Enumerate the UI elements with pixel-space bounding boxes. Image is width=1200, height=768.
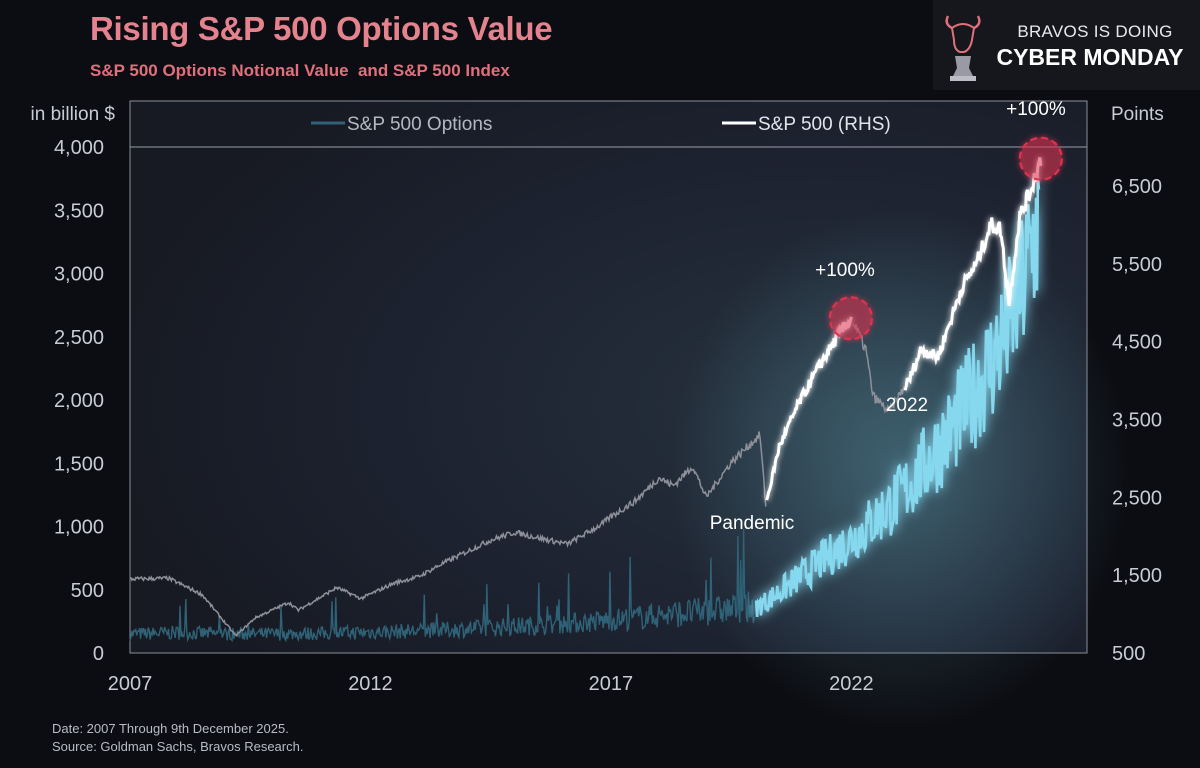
y-left-tick-label: 2,000 — [54, 390, 104, 412]
options-series-line-dim — [129, 528, 755, 643]
promo-banner[interactable] — [933, 0, 1200, 90]
chart-subtitle: S&P 500 Options Notional Value and S&P 5… — [90, 61, 510, 80]
legend: S&P 500 Options S&P 500 (RHS) — [311, 114, 891, 135]
y-left-tick-label: 3,000 — [54, 264, 104, 286]
y-left-tick-label: 500 — [71, 580, 104, 602]
chart-title: Rising S&P 500 Options Value — [90, 10, 553, 47]
y-right-tick-label: 6,500 — [1112, 176, 1162, 198]
footnote-source: Source: Goldman Sachs, Bravos Research. — [52, 739, 304, 754]
y-left-tick-label: 4,000 — [54, 137, 104, 159]
y-right-tick-label: 500 — [1112, 643, 1145, 665]
annotation-pandemic: Pandemic — [710, 513, 795, 534]
y-left-tick-label: 1,000 — [54, 517, 104, 539]
x-tick-label: 2017 — [589, 673, 634, 695]
y-left-tick-label: 3,500 — [54, 200, 104, 222]
x-tick-label: 2007 — [108, 673, 153, 695]
banner-top-text: BRAVOS IS DOING — [1017, 22, 1173, 41]
right-axis-label: Points — [1111, 104, 1164, 125]
y-left-tick-label: 0 — [93, 643, 104, 665]
y-left-tick-label: 2,500 — [54, 327, 104, 349]
y-right-tick-label: 3,500 — [1112, 409, 1162, 431]
options-series-line-bright — [754, 176, 1041, 617]
legend-options-label: S&P 500 Options — [347, 114, 492, 135]
left-axis-label: in billion $ — [31, 104, 116, 125]
y-right-tick-label: 4,500 — [1112, 332, 1162, 354]
annotation-plus-100-second: +100% — [1006, 99, 1066, 120]
annotation-2022: 2022 — [886, 395, 928, 416]
y-right-tick-label: 2,500 — [1112, 487, 1162, 509]
x-tick-label: 2012 — [348, 673, 393, 695]
legend-sp500-label: S&P 500 (RHS) — [758, 114, 891, 135]
footnote-date: Date: 2007 Through 9th December 2025. — [52, 721, 289, 736]
y-right-tick-label: 5,500 — [1112, 254, 1162, 276]
x-tick-label: 2022 — [829, 673, 874, 695]
y-right-tick-label: 1,500 — [1112, 565, 1162, 587]
peak-highlight-circle — [828, 296, 873, 341]
sp500-series-line-dim — [130, 431, 767, 638]
peak-highlight-circle — [1018, 136, 1063, 181]
y-left-tick-label: 1,500 — [54, 453, 104, 475]
bull-knight-logo-icon — [945, 15, 981, 81]
sp500-series-line-bright — [903, 157, 1043, 391]
banner-bottom-text[interactable]: CYBER MONDAY — [996, 44, 1184, 70]
annotation-plus-100-first: +100% — [815, 260, 875, 281]
sp500-series-line-dim — [852, 323, 905, 414]
